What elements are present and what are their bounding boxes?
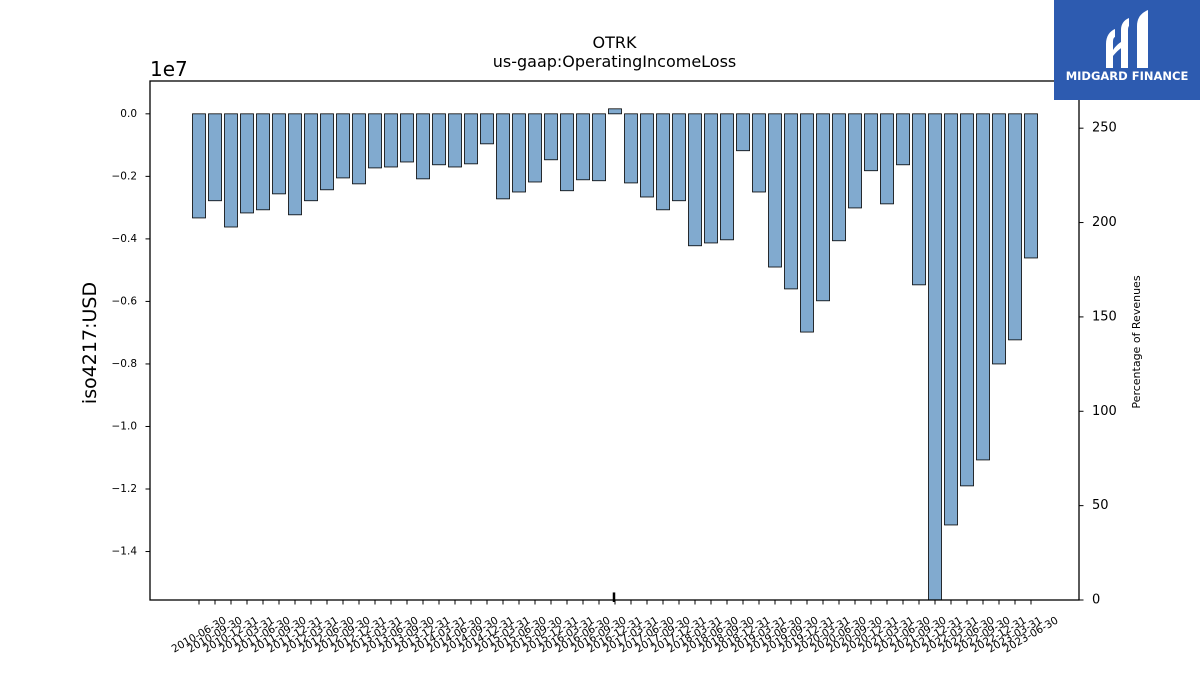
bar-2011-09-30 [272,113,286,195]
bar-2014-03-31 [432,113,446,166]
y-tick-label: −0.4 [112,233,138,245]
y2-tick-label: 200 [1092,215,1117,230]
bar-2012-03-31 [304,113,318,202]
bar-2011-03-31 [240,113,254,214]
bar-2015-06-30 [512,113,526,193]
bar-2018-06-30 [704,113,718,244]
y2-tick-label: 250 [1092,121,1117,136]
y-tick-label: −0.2 [112,170,138,182]
bar-2019-12-31 [800,113,814,333]
bar-2015-03-31 [496,113,510,200]
bar-2023-06-30 [1024,113,1038,259]
y2-tick-label: 0 [1092,593,1100,608]
bar-2016-06-30 [576,113,590,181]
bar-2022-09-30 [976,113,990,461]
y-tick-label: −1.2 [112,483,138,495]
bar-2014-06-30 [448,113,462,168]
bar-2020-06-30 [832,113,846,242]
bar-2016-09-30 [592,113,606,182]
y2-axis-label: Percentage of Revenues [1130,275,1143,408]
y2-tick-label: 150 [1092,309,1117,324]
brand-logo: MIDGARD FINANCE [1054,0,1200,100]
y2-tick-label: 100 [1092,404,1117,419]
bar-2015-09-30 [528,113,542,183]
y-tick-label: −1.0 [112,420,138,432]
bar-2012-12-31 [352,113,366,185]
y2-tick-label: 50 [1092,498,1109,513]
bar-2013-06-30 [384,113,398,168]
bar-2022-03-31 [944,113,958,526]
bar-2022-06-30 [960,113,974,487]
bar-2010-06-30 [192,113,206,219]
bar-2014-12-31 [480,113,494,145]
logo-text: MIDGARD FINANCE [1065,69,1189,83]
y-tick-label: −0.6 [112,295,138,307]
bar-2011-12-31 [288,113,302,216]
bar-2016-12-31 [608,108,622,115]
bar-2017-09-30 [656,113,670,211]
y-tick-label: −1.4 [112,546,138,558]
bar-2013-03-31 [368,113,382,169]
bar-2020-09-30 [848,113,862,209]
bar-2022-12-31 [992,113,1006,365]
bar-2017-12-31 [672,113,686,202]
y-axis-right: 0 50 100 150 200 250 [1079,121,1117,608]
bar-2017-03-31 [624,113,638,184]
bar-2019-09-30 [784,113,798,290]
bar-2020-12-31 [864,113,878,172]
bar-series [192,108,1038,600]
bar-2021-12-31 [928,113,942,600]
bar-2018-12-31 [736,113,750,152]
bar-2012-09-30 [336,113,350,179]
bar-2018-03-31 [688,113,702,247]
y-offset-label: 1e7 [150,57,188,81]
bar-2017-06-30 [640,113,654,198]
bar-2021-03-31 [880,113,894,205]
chart-title: OTRK [593,33,637,52]
x-axis: 2010-06-302010-09-302010-12-312011-03-31… [170,600,1060,655]
bar-2014-09-30 [464,113,478,165]
bar-2010-09-30 [208,113,222,202]
y-axis-label: iso4217:USD [79,282,101,404]
bar-2010-12-31 [224,113,238,228]
bar-2012-06-30 [320,113,334,191]
y-tick-label: 0.0 [120,108,137,120]
y-axis-left: 0.0 −0.2 −0.4 −0.6 −0.8 −1.0 −1.2 −1.4 [112,108,150,558]
bar-2018-09-30 [720,113,734,241]
plot-frame [149,80,1080,601]
bar-2013-09-30 [400,113,414,163]
logo-mark-icon [1106,10,1148,68]
bar-2015-12-31 [544,113,558,161]
bar-2013-12-31 [416,113,430,180]
bar-2021-09-30 [912,113,926,286]
bar-2011-06-30 [256,113,270,211]
bar-2021-06-30 [896,113,910,166]
bar-2019-06-30 [768,113,782,268]
y-tick-label: −0.8 [112,358,138,370]
bar-2023-03-31 [1008,113,1022,341]
chart-subtitle: us-gaap:OperatingIncomeLoss [493,52,737,71]
bar-2020-03-31 [816,113,830,302]
bar-2016-03-31 [560,113,574,192]
bar-2019-03-31 [752,113,766,193]
